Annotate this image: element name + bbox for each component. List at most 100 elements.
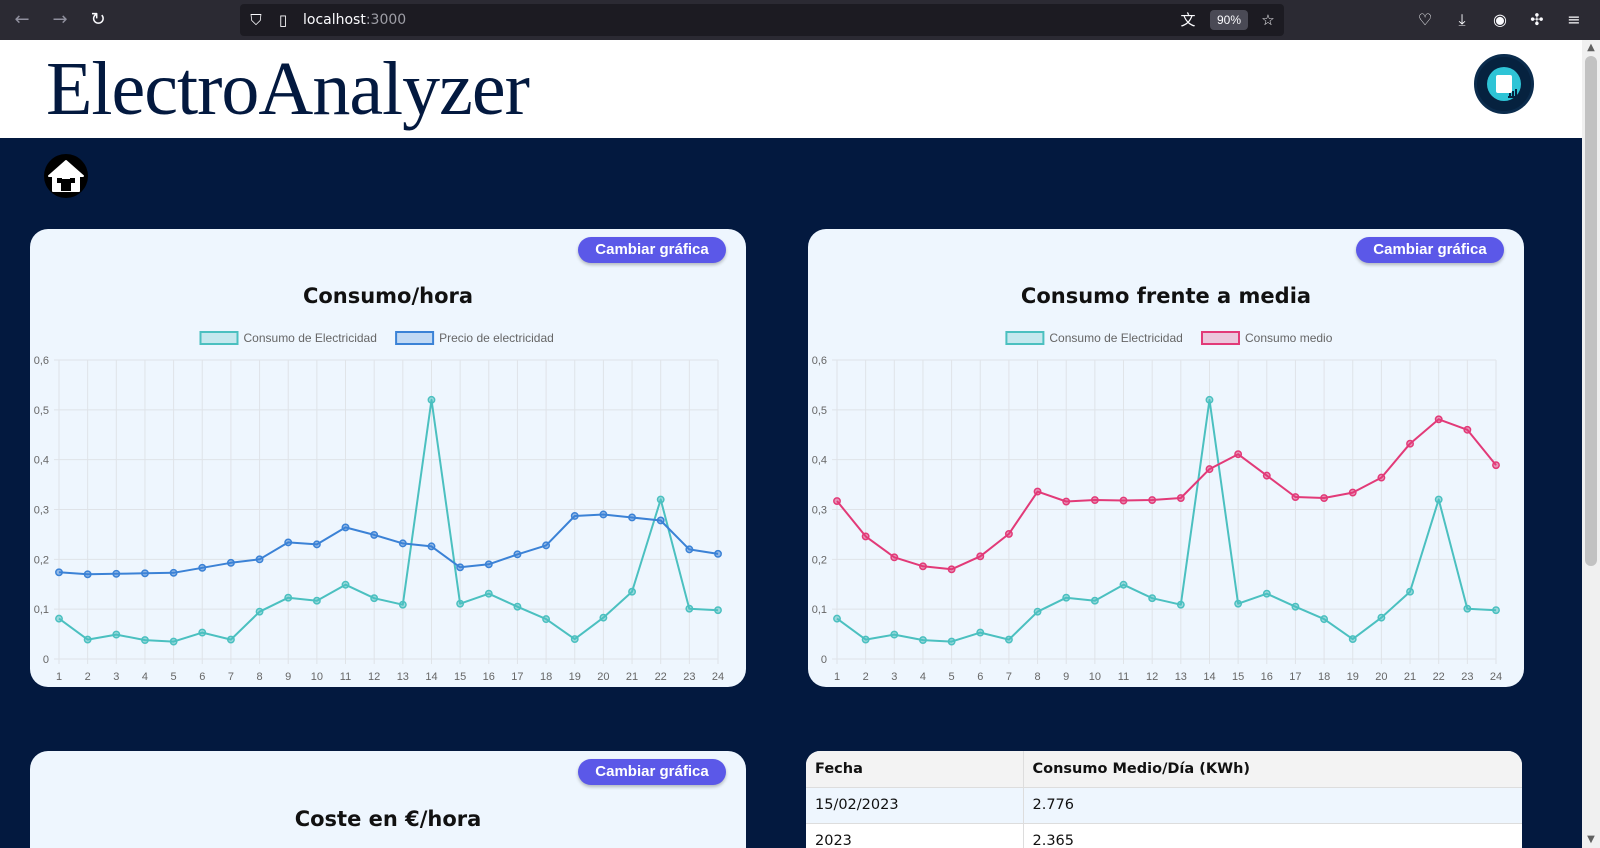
data-point [427,395,436,404]
analytics-logo-icon[interactable] [1474,54,1534,114]
logo-circle [1487,67,1521,101]
data-point [628,513,636,522]
data-point [628,587,636,596]
y-tick-label: 0,3 [812,505,827,517]
data-point [112,630,121,639]
data-point [1234,450,1243,459]
home-icon [48,160,84,192]
x-tick-label: 18 [540,671,552,683]
data-point [341,523,350,532]
x-tick-label: 11 [340,671,351,683]
data-point [976,628,985,637]
account-icon[interactable]: ◉ [1493,10,1507,29]
y-tick-label: 0 [821,654,827,666]
legend-swatch [199,331,239,345]
data-point [1176,494,1185,502]
x-tick-label: 22 [655,671,667,683]
extensions-icon[interactable]: ✣ [1530,10,1544,29]
data-point [370,594,379,603]
scroll-thumb[interactable] [1585,56,1597,566]
table-cell-consumo: 2.365 [1023,823,1522,848]
data-point [1320,494,1329,502]
x-tick-label: 7 [1006,671,1012,683]
x-tick-label: 10 [1089,671,1101,683]
x-tick-label: 2 [863,671,869,683]
translate-icon[interactable]: 文 [1180,11,1196,29]
shield-icon[interactable]: ⛉ [250,11,262,29]
table-cell-fecha: 15/02/2023 [806,787,1024,824]
download-icon[interactable]: ⤓ [1458,10,1466,29]
y-tick-label: 0,5 [812,405,827,417]
x-tick-label: 3 [113,671,119,683]
table-header-row: Fecha Consumo Medio/Día (KWh) [806,751,1522,788]
y-tick-label: 0,5 [34,405,49,417]
table-row: 15/02/2023 2.776 [806,787,1522,824]
x-tick-label: 4 [142,671,148,683]
x-tick-label: 1 [834,671,840,683]
data-point [198,628,207,637]
data-point [226,558,235,567]
data-point [312,540,321,549]
data-point [484,589,493,598]
data-point [861,532,870,541]
column-header-fecha: Fecha [806,751,1024,788]
data-point [542,541,551,550]
data-point [1033,607,1042,616]
x-tick-label: 20 [1375,671,1387,683]
page-scrollbar[interactable]: ▲ ▼ [1582,40,1600,848]
data-point [1377,613,1386,622]
logo-bar [1515,89,1517,96]
data-point [398,600,407,609]
x-tick-label: 7 [228,671,234,683]
data-point [570,512,579,520]
x-tick-label: 12 [1146,671,1158,683]
x-tick-label: 15 [454,671,466,683]
pocket-icon[interactable]: ♡ [1417,10,1433,29]
data-point [685,604,694,613]
x-tick-label: 6 [977,671,983,683]
chart-consumo-media: 00,10,20,30,40,50,61 2 3 4 5 6 7 8 9 10 11 12 13 14 15… [812,331,1502,683]
switch-chart-button[interactable]: Cambiar gráfica [1356,237,1504,263]
data-point [484,560,493,569]
switch-chart-button[interactable]: Cambiar gráfica [578,237,726,263]
forward-arrow-icon[interactable]: → [52,9,68,30]
url-port: :3000 [365,12,407,28]
data-point [714,549,722,558]
x-tick-label: 18 [1318,671,1330,683]
x-tick-label: 20 [597,671,609,683]
zoom-level[interactable]: 90% [1210,10,1248,30]
series-line [836,398,1497,643]
data-point [1062,497,1071,506]
data-point [890,553,899,562]
data-point [656,495,665,504]
scroll-down-icon[interactable]: ▼ [1587,834,1595,845]
address-bar[interactable]: ⛉ ▯ localhost:3000 文 90% ☆ [240,4,1284,36]
menu-icon[interactable]: ≡ [1567,10,1581,29]
y-tick-label: 0,1 [34,604,49,616]
home-button[interactable] [44,154,88,198]
data-point [1090,496,1099,504]
x-tick-label: 12 [368,671,380,683]
logo-bar [1512,91,1514,96]
data-point [83,635,92,644]
data-point [255,555,264,564]
data-point [1205,465,1214,474]
data-point [112,569,121,578]
data-point [141,569,149,578]
data-point [1406,439,1414,448]
back-arrow-icon[interactable]: ← [14,9,30,30]
reload-icon[interactable]: ↻ [90,9,106,30]
data-point [1291,493,1300,501]
star-icon[interactable]: ☆ [1261,11,1275,29]
x-tick-label: 10 [311,671,323,683]
data-point [890,630,899,639]
data-point [1176,600,1185,609]
switch-chart-button[interactable]: Cambiar gráfica [578,759,726,785]
scroll-up-icon[interactable]: ▲ [1587,42,1595,53]
data-point [976,552,985,561]
data-point [1463,425,1472,434]
app-title: ElectroAnalyzer [46,47,530,131]
y-tick-label: 0,1 [812,604,827,616]
x-tick-label: 2 [85,671,91,683]
url-text[interactable]: localhost:3000 [303,12,406,28]
